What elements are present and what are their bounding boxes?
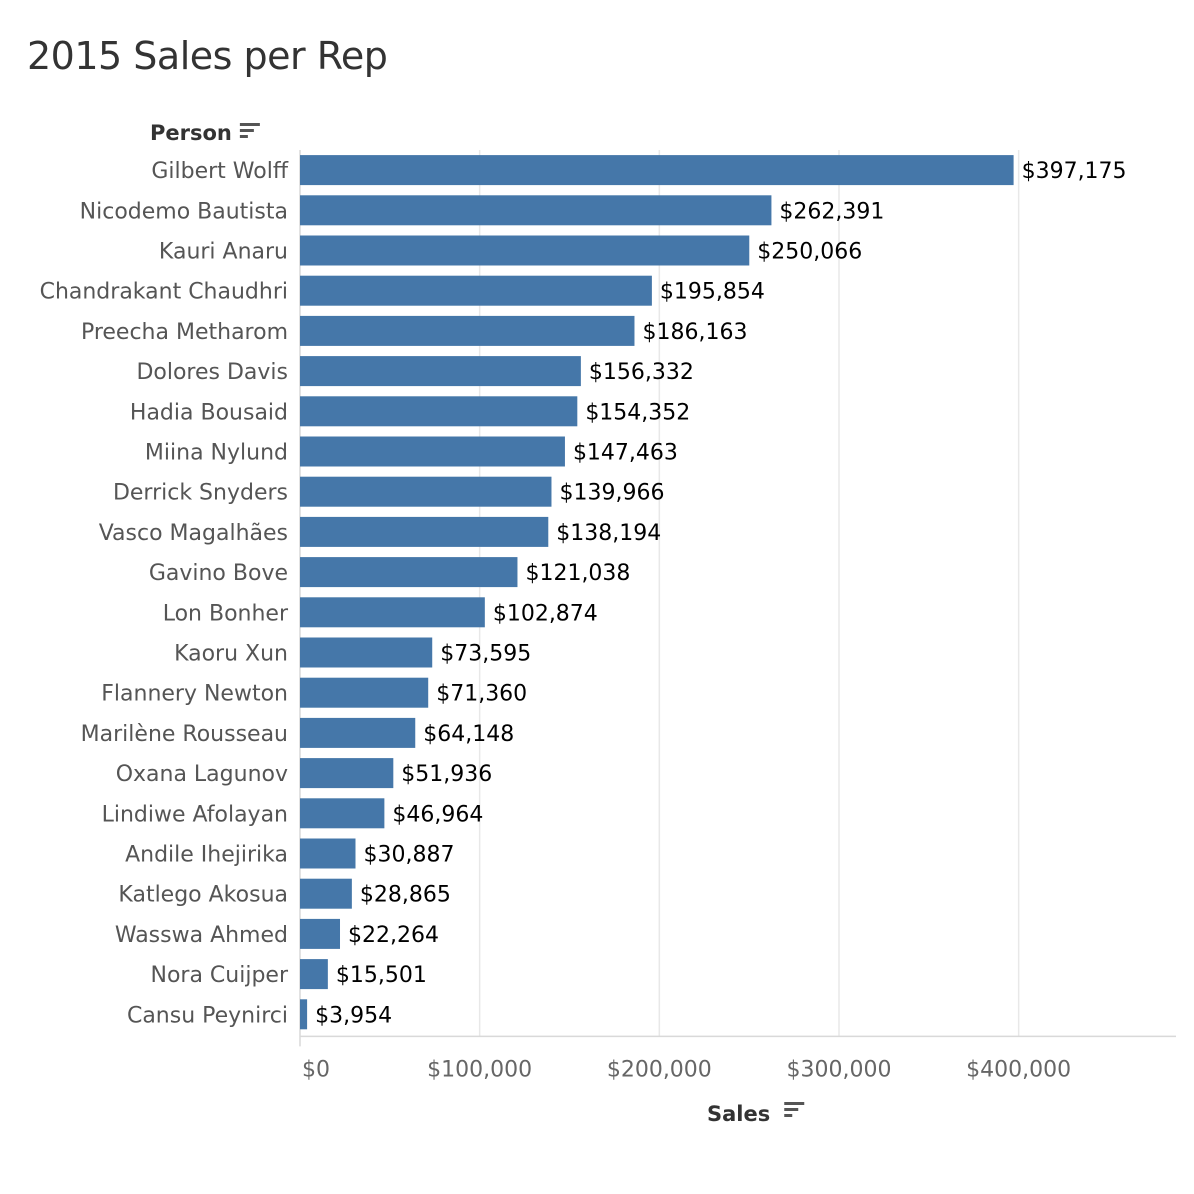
bar-2[interactable] bbox=[300, 235, 750, 266]
value-label-11: $102,874 bbox=[493, 601, 598, 626]
bar-9[interactable] bbox=[300, 516, 549, 547]
x-tick-label-0: $0 bbox=[302, 1057, 330, 1082]
person-label-0: Gilbert Wolff bbox=[151, 159, 288, 184]
person-label-18: Katlego Akosua bbox=[118, 883, 288, 908]
person-label-8: Derrick Snyders bbox=[113, 481, 288, 506]
value-label-20: $15,501 bbox=[336, 963, 427, 988]
person-label-12: Kaoru Xun bbox=[174, 642, 288, 667]
value-label-18: $28,865 bbox=[360, 883, 451, 908]
person-label-16: Lindiwe Afolayan bbox=[102, 802, 288, 827]
bar-19[interactable] bbox=[300, 918, 341, 949]
person-label-4: Preecha Metharom bbox=[81, 320, 288, 345]
bar-12[interactable] bbox=[300, 637, 433, 668]
value-label-3: $195,854 bbox=[660, 280, 765, 305]
person-label-10: Gavino Bove bbox=[149, 561, 288, 586]
bar-17[interactable] bbox=[300, 838, 356, 869]
person-label-15: Oxana Lagunov bbox=[116, 762, 288, 787]
x-axis-title: Sales bbox=[707, 1102, 770, 1126]
person-label-9: Vasco Magalhães bbox=[99, 521, 288, 546]
person-label-11: Lon Bonher bbox=[163, 601, 289, 626]
value-label-15: $51,936 bbox=[401, 762, 492, 787]
person-label-13: Flannery Newton bbox=[101, 682, 288, 707]
bar-7[interactable] bbox=[300, 436, 565, 467]
value-label-12: $73,595 bbox=[440, 642, 531, 667]
bar-13[interactable] bbox=[300, 677, 429, 708]
bar-14[interactable] bbox=[300, 717, 416, 748]
person-label-21: Cansu Peynirci bbox=[127, 1003, 288, 1028]
bar-0[interactable] bbox=[300, 155, 1014, 186]
bar-11[interactable] bbox=[300, 597, 485, 628]
bar-20[interactable] bbox=[300, 959, 328, 990]
value-label-4: $186,163 bbox=[642, 320, 747, 345]
bar-6[interactable] bbox=[300, 396, 578, 427]
bar-8[interactable] bbox=[300, 476, 552, 507]
value-label-9: $138,194 bbox=[556, 521, 661, 546]
x-tick-label-3: $300,000 bbox=[787, 1057, 892, 1082]
bar-18[interactable] bbox=[300, 878, 352, 909]
value-label-10: $121,038 bbox=[525, 561, 630, 586]
bar-3[interactable] bbox=[300, 275, 652, 306]
person-label-1: Nicodemo Bautista bbox=[80, 199, 288, 224]
value-label-21: $3,954 bbox=[315, 1003, 392, 1028]
person-label-7: Miina Nylund bbox=[145, 441, 288, 466]
bar-1[interactable] bbox=[300, 195, 772, 226]
value-label-7: $147,463 bbox=[573, 441, 678, 466]
value-label-1: $262,391 bbox=[779, 199, 884, 224]
bar-15[interactable] bbox=[300, 758, 394, 789]
bar-10[interactable] bbox=[300, 557, 518, 588]
value-label-5: $156,332 bbox=[589, 360, 694, 385]
bar-5[interactable] bbox=[300, 356, 581, 387]
person-label-19: Wasswa Ahmed bbox=[115, 923, 288, 948]
chart-title: 2015 Sales per Rep bbox=[27, 34, 388, 78]
x-tick-label-1: $100,000 bbox=[427, 1057, 532, 1082]
person-label-14: Marilène Rousseau bbox=[81, 722, 288, 747]
value-label-8: $139,966 bbox=[559, 481, 664, 506]
value-label-0: $397,175 bbox=[1022, 159, 1127, 184]
person-label-20: Nora Cuijper bbox=[150, 963, 288, 988]
person-label-3: Chandrakant Chaudhri bbox=[40, 280, 288, 305]
value-label-16: $46,964 bbox=[392, 802, 483, 827]
value-label-14: $64,148 bbox=[423, 722, 514, 747]
value-label-17: $30,887 bbox=[363, 843, 454, 868]
person-label-17: Andile Ihejirika bbox=[125, 843, 288, 868]
value-label-2: $250,066 bbox=[757, 240, 862, 265]
value-label-13: $71,360 bbox=[436, 682, 527, 707]
x-tick-label-2: $200,000 bbox=[607, 1057, 712, 1082]
x-tick-label-4: $400,000 bbox=[966, 1057, 1071, 1082]
person-label-6: Hadia Bousaid bbox=[130, 400, 288, 425]
person-sort-icon[interactable] bbox=[239, 123, 260, 138]
bar-4[interactable] bbox=[300, 315, 635, 346]
row-header-person: Person bbox=[150, 121, 232, 145]
value-label-19: $22,264 bbox=[348, 923, 439, 948]
sales-sort-icon[interactable] bbox=[784, 1102, 805, 1117]
bar-21[interactable] bbox=[300, 999, 308, 1030]
value-label-6: $154,352 bbox=[585, 400, 690, 425]
person-label-2: Kauri Anaru bbox=[159, 240, 288, 265]
person-label-5: Dolores Davis bbox=[136, 360, 288, 385]
bar-16[interactable] bbox=[300, 798, 385, 829]
